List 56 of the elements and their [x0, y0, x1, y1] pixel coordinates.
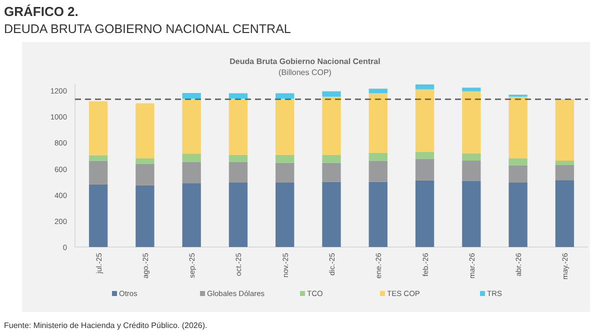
bar [182, 93, 201, 99]
bar [368, 160, 388, 182]
bar [462, 153, 481, 161]
bar [415, 89, 434, 152]
bar [228, 93, 248, 99]
bar [182, 98, 201, 154]
bar [368, 152, 388, 161]
bar [276, 182, 294, 247]
bar [508, 165, 528, 182]
bar [276, 154, 294, 163]
bar [555, 160, 574, 165]
bar [276, 98, 294, 155]
bar [136, 103, 154, 158]
bar [228, 182, 248, 247]
bar [555, 164, 574, 180]
bar [508, 158, 528, 166]
bar [322, 96, 341, 155]
bar [88, 184, 108, 247]
bar [508, 96, 528, 158]
chart-subtitle: DEUDA BRUTA GOBIERNO NACIONAL CENTRAL [4, 22, 291, 36]
bar [322, 154, 341, 163]
bar [228, 162, 248, 182]
source-note: Fuente: Ministerio de Hacienda y Crédito Público. (2026). [4, 321, 208, 330]
bar [368, 93, 388, 153]
bar [508, 182, 528, 247]
bar [322, 91, 341, 97]
bar [415, 84, 434, 90]
bar [462, 91, 481, 154]
bar [88, 101, 108, 156]
bar [182, 162, 201, 184]
bar [368, 182, 388, 247]
bar [462, 160, 481, 181]
bar [228, 154, 248, 162]
bar [555, 99, 574, 161]
bar [276, 162, 294, 182]
bar [136, 158, 154, 164]
bar [555, 180, 574, 247]
bar [228, 98, 248, 155]
bar [182, 183, 201, 247]
chart-title: GRÁFICO 2. [4, 4, 78, 19]
bar [322, 182, 341, 247]
bar [462, 180, 481, 247]
bar [182, 154, 201, 162]
bar [415, 180, 434, 247]
text: (Billones COP) [278, 68, 332, 77]
bar [136, 164, 154, 186]
text: Deuda Bruta Gobierno Nacional Central [230, 57, 380, 66]
bar [415, 158, 434, 180]
bar [276, 93, 294, 99]
bar [88, 160, 108, 184]
bar [88, 155, 108, 161]
bar [415, 152, 434, 159]
bar [462, 88, 481, 92]
bar [368, 88, 388, 94]
bar [136, 185, 154, 247]
bar [322, 162, 341, 182]
